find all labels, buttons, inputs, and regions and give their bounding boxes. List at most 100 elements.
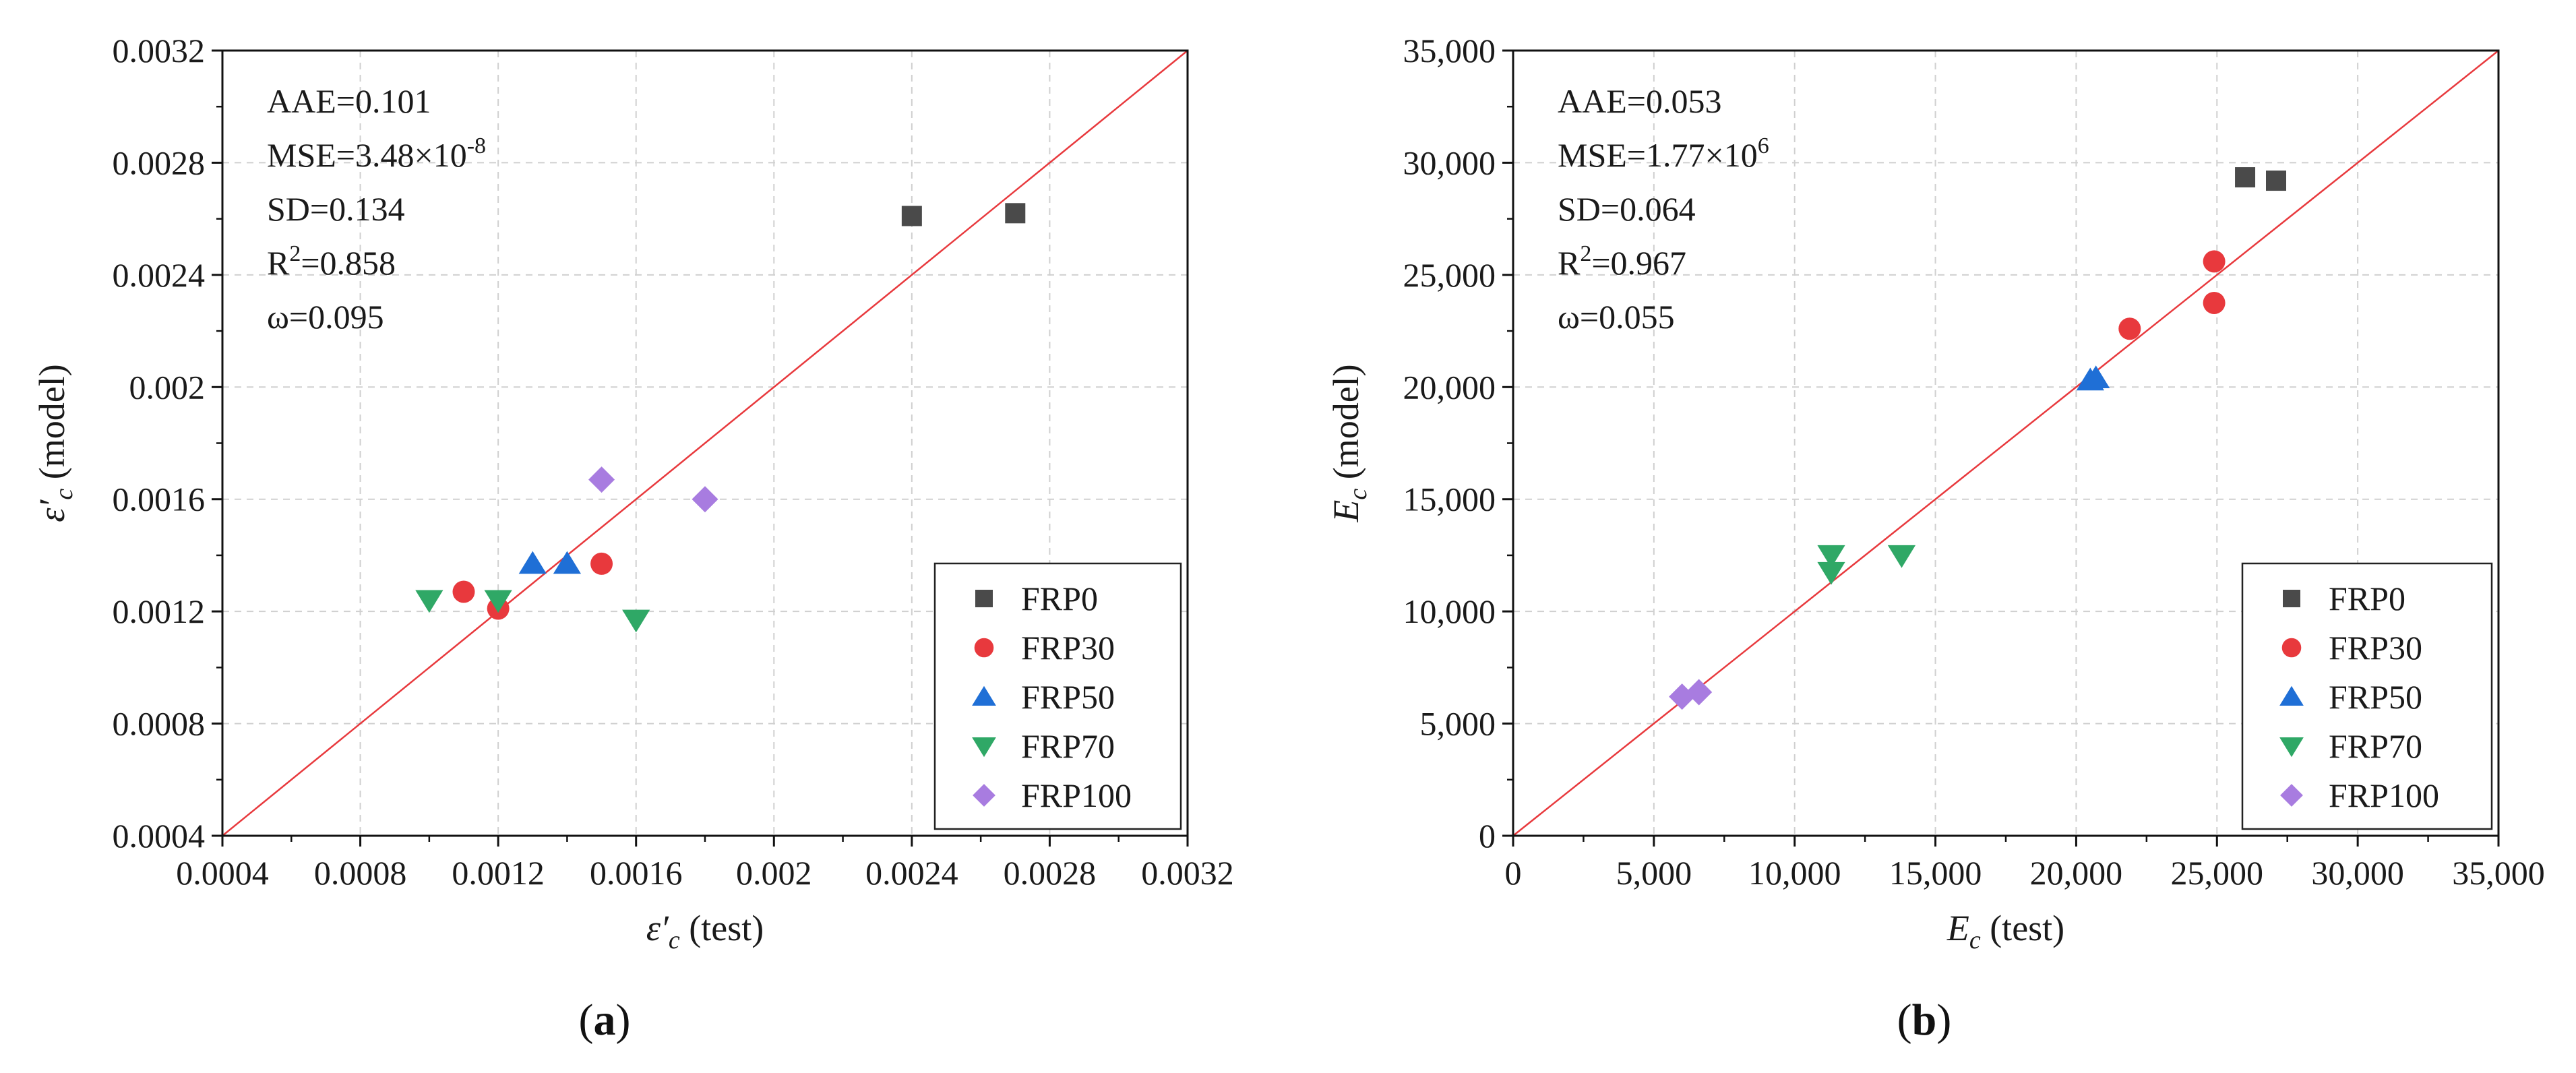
stat-annotation: SD=0.064	[1558, 190, 1696, 228]
y-tick-label: 0.0012	[113, 592, 206, 630]
legend-label: FRP70	[2329, 727, 2422, 765]
x-axis-subscript: c	[669, 926, 680, 954]
legend-label: FRP0	[2329, 580, 2405, 617]
legend-marker-frp70	[972, 737, 996, 758]
legend-marker-frp0	[2283, 590, 2300, 607]
x-tick-label: 0.0028	[1004, 854, 1097, 892]
data-point-frp50	[553, 551, 582, 574]
y-axis-subscript: c	[1344, 489, 1372, 500]
legend-marker-frp100	[973, 784, 995, 807]
stat-annotation: R2=0.858	[267, 241, 396, 282]
x-axis-unit: (test)	[1981, 908, 2064, 948]
x-tick-label: 0.0032	[1141, 854, 1234, 892]
data-point-frp70	[622, 609, 650, 633]
stat-superscript: 6	[1758, 133, 1769, 158]
data-point-frp0	[901, 206, 922, 226]
stat-annotation: AAE=0.101	[267, 82, 431, 120]
legend-label: FRP50	[2329, 678, 2422, 716]
legend-marker-frp0	[975, 590, 993, 607]
legend-label: FRP0	[1021, 580, 1098, 617]
panel-caption: (b)	[1897, 995, 1952, 1045]
data-point-frp70	[1817, 561, 1845, 585]
x-tick-label: 0.0012	[452, 854, 545, 892]
stat-text-part: R	[267, 244, 290, 282]
y-tick-label: 10,000	[1403, 592, 1496, 630]
stat-text-part: ω=0.095	[267, 298, 384, 336]
y-axis-symbol: ε′	[32, 499, 72, 522]
y-tick-label: 0.002	[129, 368, 206, 406]
caption-paren: )	[1936, 995, 1951, 1045]
data-point-frp0	[1005, 203, 1026, 224]
x-tick-label: 20,000	[2030, 854, 2123, 892]
y-tick-label: 0.0008	[113, 705, 206, 743]
legend-label: FRP30	[1021, 629, 1115, 667]
y-tick-label: 25,000	[1403, 256, 1496, 294]
y-tick-label: 0.0028	[113, 144, 206, 181]
stat-text-part: =0.967	[1591, 244, 1686, 282]
legend-box	[933, 562, 1182, 830]
stat-annotation: ω=0.055	[1558, 298, 1675, 336]
stat-text-part: R	[1558, 244, 1581, 282]
x-tick-label: 15,000	[1889, 854, 1982, 892]
y-axis-title: ε′c (model)	[32, 364, 78, 522]
y-tick-label: 5,000	[1420, 705, 1496, 743]
caption-letter: b	[1912, 995, 1937, 1045]
stat-text-part: MSE=3.48×10	[267, 136, 467, 174]
x-tick-label: 30,000	[2311, 854, 2404, 892]
stat-text-part: SD=0.134	[267, 190, 405, 228]
y-axis-unit: (model)	[1326, 364, 1366, 488]
stat-annotation: MSE=3.48×10-8	[267, 133, 486, 174]
legend-marker-frp70	[2279, 737, 2304, 758]
legend-label: FRP100	[2329, 776, 2439, 814]
caption-letter: a	[594, 995, 616, 1045]
data-point-frp30	[590, 552, 613, 575]
caption-paren: )	[616, 995, 631, 1045]
data-point-frp70	[415, 590, 443, 613]
chart-panel-a: 0.0004 0.0008 0.0012 0.0016 0.002 0.0024 0.002…	[32, 32, 1234, 1045]
y-tick-label: 20,000	[1403, 368, 1496, 406]
data-point-frp50	[2082, 365, 2110, 388]
stat-annotation: MSE=1.77×106	[1558, 133, 1769, 174]
stat-superscript: -8	[467, 133, 486, 158]
legend-box	[2241, 562, 2493, 830]
chart-panel-b: 0 5,000 10,000 15,000 20,000 25,000 30,000 35,0…	[1326, 32, 2545, 1045]
y-tick-label: 15,000	[1403, 481, 1496, 518]
legend-label: FRP50	[1021, 678, 1115, 716]
x-axis-title: Ec (test)	[1946, 908, 2064, 954]
stat-superscript: 2	[289, 241, 301, 266]
legend-marker-frp30	[974, 638, 994, 658]
legend-marker-frp50	[2279, 685, 2304, 706]
data-point-frp70	[1817, 545, 1845, 568]
stat-text-part: AAE=0.053	[1558, 82, 1721, 120]
stat-annotation: SD=0.134	[267, 190, 405, 228]
y-tick-label: 30,000	[1403, 144, 1496, 181]
stat-annotation: AAE=0.053	[1558, 82, 1721, 120]
data-point-frp100	[1686, 679, 1713, 706]
data-point-frp50	[518, 551, 547, 574]
y-tick-label: 0	[1479, 817, 1496, 855]
x-axis-symbol: ε′	[646, 908, 669, 948]
stat-text-part: AAE=0.101	[267, 82, 431, 120]
stat-annotation: R2=0.967	[1558, 241, 1686, 282]
x-tick-label: 5,000	[1616, 854, 1692, 892]
x-axis-unit: (test)	[680, 908, 764, 948]
caption-paren: (	[579, 995, 594, 1045]
reference-line	[222, 50, 1188, 836]
data-point-frp70	[484, 590, 512, 613]
x-tick-label: 10,000	[1748, 854, 1841, 892]
data-point-frp30	[452, 580, 475, 603]
x-tick-label: 0.0016	[590, 854, 683, 892]
y-axis-symbol: E	[1326, 500, 1366, 523]
x-axis-subscript: c	[1969, 926, 1981, 954]
data-point-frp100	[588, 466, 615, 493]
legend-label: FRP100	[1021, 776, 1132, 814]
legend-label: FRP30	[2329, 629, 2422, 667]
y-axis-unit: (model)	[32, 364, 72, 488]
legend-marker-frp50	[972, 685, 996, 706]
legend-label: FRP70	[1021, 727, 1115, 765]
x-tick-label: 0.0024	[865, 854, 958, 892]
data-point-frp30	[2118, 317, 2141, 340]
stat-text-part: ω=0.055	[1558, 298, 1675, 336]
y-tick-label: 0.0004	[113, 817, 206, 855]
